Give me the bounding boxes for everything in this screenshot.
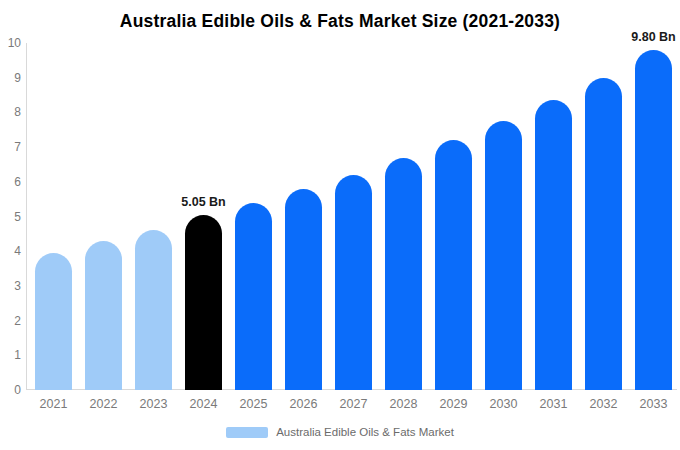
x-tick-label: 2029 bbox=[440, 397, 468, 411]
y-tick-label: 5 bbox=[0, 210, 21, 224]
bar-value-label: 5.05 Bn bbox=[181, 195, 225, 209]
y-axis-line bbox=[26, 43, 27, 390]
bar-slot bbox=[235, 43, 272, 390]
x-tick-label: 2022 bbox=[90, 397, 118, 411]
bar-slot bbox=[485, 43, 522, 390]
bar-2021 bbox=[35, 253, 72, 390]
bar-slot bbox=[135, 43, 172, 390]
y-tick-label: 8 bbox=[0, 105, 21, 119]
bar-2033 bbox=[635, 50, 672, 390]
bar-2031 bbox=[535, 100, 572, 390]
legend: Australia Edible Oils & Fats Market bbox=[0, 426, 680, 438]
y-tick-label: 4 bbox=[0, 244, 21, 258]
y-tick-label: 9 bbox=[0, 71, 21, 85]
y-tick-label: 1 bbox=[0, 348, 21, 362]
bar-slot: 9.80 Bn bbox=[635, 43, 672, 390]
y-tick-label: 10 bbox=[0, 36, 21, 50]
bar-slot bbox=[585, 43, 622, 390]
bar-2030 bbox=[485, 121, 522, 390]
bar-slot bbox=[535, 43, 572, 390]
x-tick-label: 2033 bbox=[640, 397, 668, 411]
x-tick-label: 2021 bbox=[40, 397, 68, 411]
bar-2023 bbox=[135, 230, 172, 390]
y-tick-label: 3 bbox=[0, 279, 21, 293]
x-tick-label: 2028 bbox=[390, 397, 418, 411]
bar-2029 bbox=[435, 140, 472, 390]
x-tick-label: 2031 bbox=[540, 397, 568, 411]
bar-slot bbox=[335, 43, 372, 390]
bar-2027 bbox=[335, 175, 372, 390]
bar-value-label: 9.80 Bn bbox=[631, 30, 675, 44]
y-tick-label: 2 bbox=[0, 314, 21, 328]
bar-2026 bbox=[285, 189, 322, 390]
x-tick-label: 2032 bbox=[590, 397, 618, 411]
x-axis-tick-labels: 2021 2022 2023 2024 2025 2026 2027 2028 2029 2030… bbox=[35, 397, 672, 411]
y-tick-label: 7 bbox=[0, 140, 21, 154]
legend-label: Australia Edible Oils & Fats Market bbox=[276, 426, 454, 438]
y-tick-label: 6 bbox=[0, 175, 21, 189]
bar-2032 bbox=[585, 78, 622, 390]
bar-2022 bbox=[85, 241, 122, 390]
x-tick-label: 2027 bbox=[340, 397, 368, 411]
plot-area: 5.05 Bn 9.80 Bn bbox=[35, 43, 672, 390]
bar-2024 bbox=[185, 215, 222, 390]
bar-slot bbox=[435, 43, 472, 390]
bar-slot bbox=[35, 43, 72, 390]
chart-canvas: Australia Edible Oils & Fats Market Size… bbox=[0, 0, 680, 450]
bar-slot bbox=[85, 43, 122, 390]
bar-2025 bbox=[235, 203, 272, 390]
legend-swatch-icon bbox=[226, 427, 268, 438]
x-tick-label: 2023 bbox=[140, 397, 168, 411]
x-tick-label: 2025 bbox=[240, 397, 268, 411]
bar-slot bbox=[385, 43, 422, 390]
x-tick-label: 2024 bbox=[190, 397, 218, 411]
x-tick-label: 2030 bbox=[490, 397, 518, 411]
bar-slot: 5.05 Bn bbox=[185, 43, 222, 390]
y-tick-label: 0 bbox=[0, 383, 21, 397]
x-tick-label: 2026 bbox=[290, 397, 318, 411]
chart-title: Australia Edible Oils & Fats Market Size… bbox=[0, 11, 680, 32]
bar-slot bbox=[285, 43, 322, 390]
bar-2028 bbox=[385, 158, 422, 390]
